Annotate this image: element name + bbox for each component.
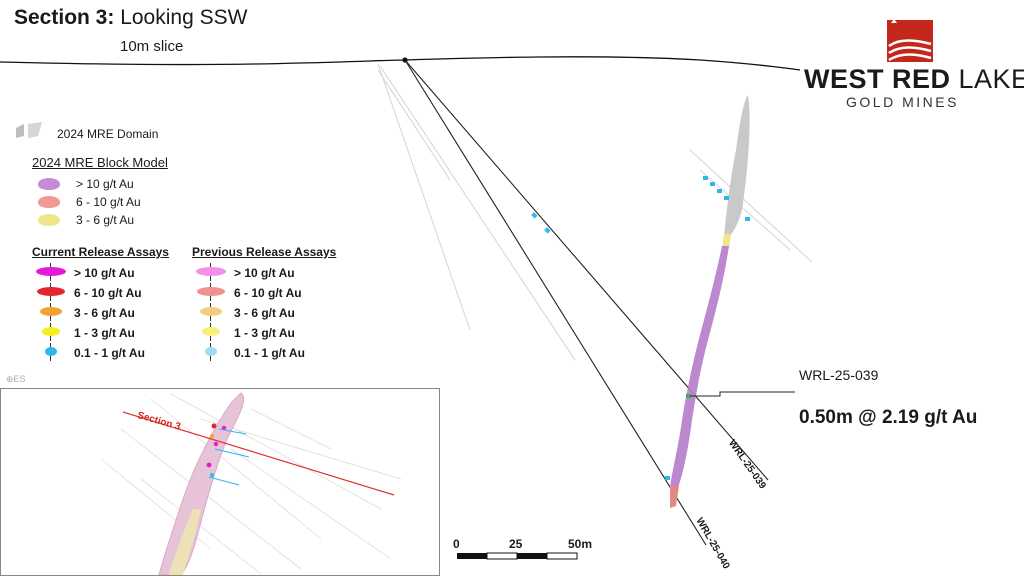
mre-domain-icon [16, 122, 42, 138]
current-symbol-4 [36, 343, 66, 361]
previous-legend-label: > 10 g/t Au [234, 266, 295, 280]
previous-symbol-3 [196, 323, 226, 341]
callout-hole-id: WRL-25-039 [799, 367, 879, 383]
inset-assay-dots [206, 423, 227, 477]
title-rest: Looking SSW [114, 6, 248, 29]
current-symbol-oval [40, 307, 62, 316]
current-legend-label: 1 - 3 g/t Au [74, 326, 135, 340]
inset-plan-map: Section 3 [0, 388, 440, 576]
current-legend-label: 6 - 10 g/t Au [74, 286, 142, 300]
page-title: Section 3: Looking SSW [14, 6, 247, 30]
current-symbol-oval [45, 347, 57, 356]
current-symbol-oval [36, 267, 66, 276]
watermark: ⊕ES [6, 374, 26, 384]
block-salmon [670, 486, 679, 508]
previous-legend-label: 0.1 - 1 g/t Au [234, 346, 305, 360]
previous-legend-label: 6 - 10 g/t Au [234, 286, 302, 300]
block-legend-label: 6 - 10 g/t Au [76, 195, 141, 209]
callout-interval: 0.50m @ 2.19 g/t Au [799, 407, 978, 428]
block-symbol-2 [38, 214, 60, 226]
previous-symbol-oval [200, 307, 222, 316]
previous-legend-label: 1 - 3 g/t Au [234, 326, 295, 340]
west-red-lake-logo-icon [887, 19, 933, 62]
current-symbol-2 [36, 303, 66, 321]
previous-legend-label: 3 - 6 g/t Au [234, 306, 295, 320]
logo-wordmark: WEST RED LAKE [804, 64, 1024, 95]
inset-section-line [122, 411, 395, 496]
current-legend-label: 3 - 6 g/t Au [74, 306, 135, 320]
current-symbol-3 [36, 323, 66, 341]
previous-symbol-oval [196, 267, 226, 276]
block-legend-label: 3 - 6 g/t Au [76, 213, 135, 227]
assay-markers [531, 176, 750, 480]
previous-symbol-0 [196, 263, 226, 281]
collar-marker [402, 57, 408, 63]
block-symbol-1 [38, 196, 60, 208]
current-symbol-oval [42, 327, 60, 336]
previous-symbol-oval [202, 327, 220, 336]
legend-previous-header: Previous Release Assays [192, 245, 337, 259]
current-symbol-1 [36, 283, 66, 301]
inset-domain [158, 392, 245, 575]
scale-bar [457, 552, 578, 560]
previous-symbol-oval [205, 347, 217, 356]
title-bold: Section 3: [14, 6, 115, 29]
logo-line1-light: LAKE [950, 64, 1024, 94]
current-legend-label: 0.1 - 1 g/t Au [74, 346, 145, 360]
topography-line [0, 56, 801, 71]
current-symbol-0 [36, 263, 66, 281]
legend-current-header: Current Release Assays [32, 245, 169, 259]
logo-line1-bold: WEST RED [804, 64, 951, 94]
scale-label-0: 0 [453, 537, 460, 551]
drillhole-traces [404, 59, 769, 546]
domain-purple [670, 246, 729, 488]
previous-symbol-oval [197, 287, 225, 296]
scale-label-50m: 50m [568, 537, 593, 551]
logo-tagline: GOLD MINES [846, 94, 959, 110]
legend-block-model-header: 2024 MRE Block Model [32, 155, 168, 170]
drillhole-wrl-25-040 [404, 59, 707, 546]
scale-label-25: 25 [509, 537, 523, 551]
page-subtitle: 10m slice [120, 38, 184, 55]
block-symbol-0 [38, 178, 60, 190]
drillhole-wrl-25-039 [404, 59, 769, 481]
block-yellow [722, 234, 731, 248]
block-legend-label: > 10 g/t Au [76, 177, 134, 191]
domain-grey-upper [724, 95, 750, 236]
current-legend-label: > 10 g/t Au [74, 266, 135, 280]
current-symbol-oval [37, 287, 65, 296]
previous-symbol-1 [196, 283, 226, 301]
previous-symbol-2 [196, 303, 226, 321]
legend-domain-label: 2024 MRE Domain [57, 127, 159, 141]
inset-map-drawing [100, 392, 402, 575]
callout-leader [690, 391, 795, 397]
previous-symbol-4 [196, 343, 226, 361]
